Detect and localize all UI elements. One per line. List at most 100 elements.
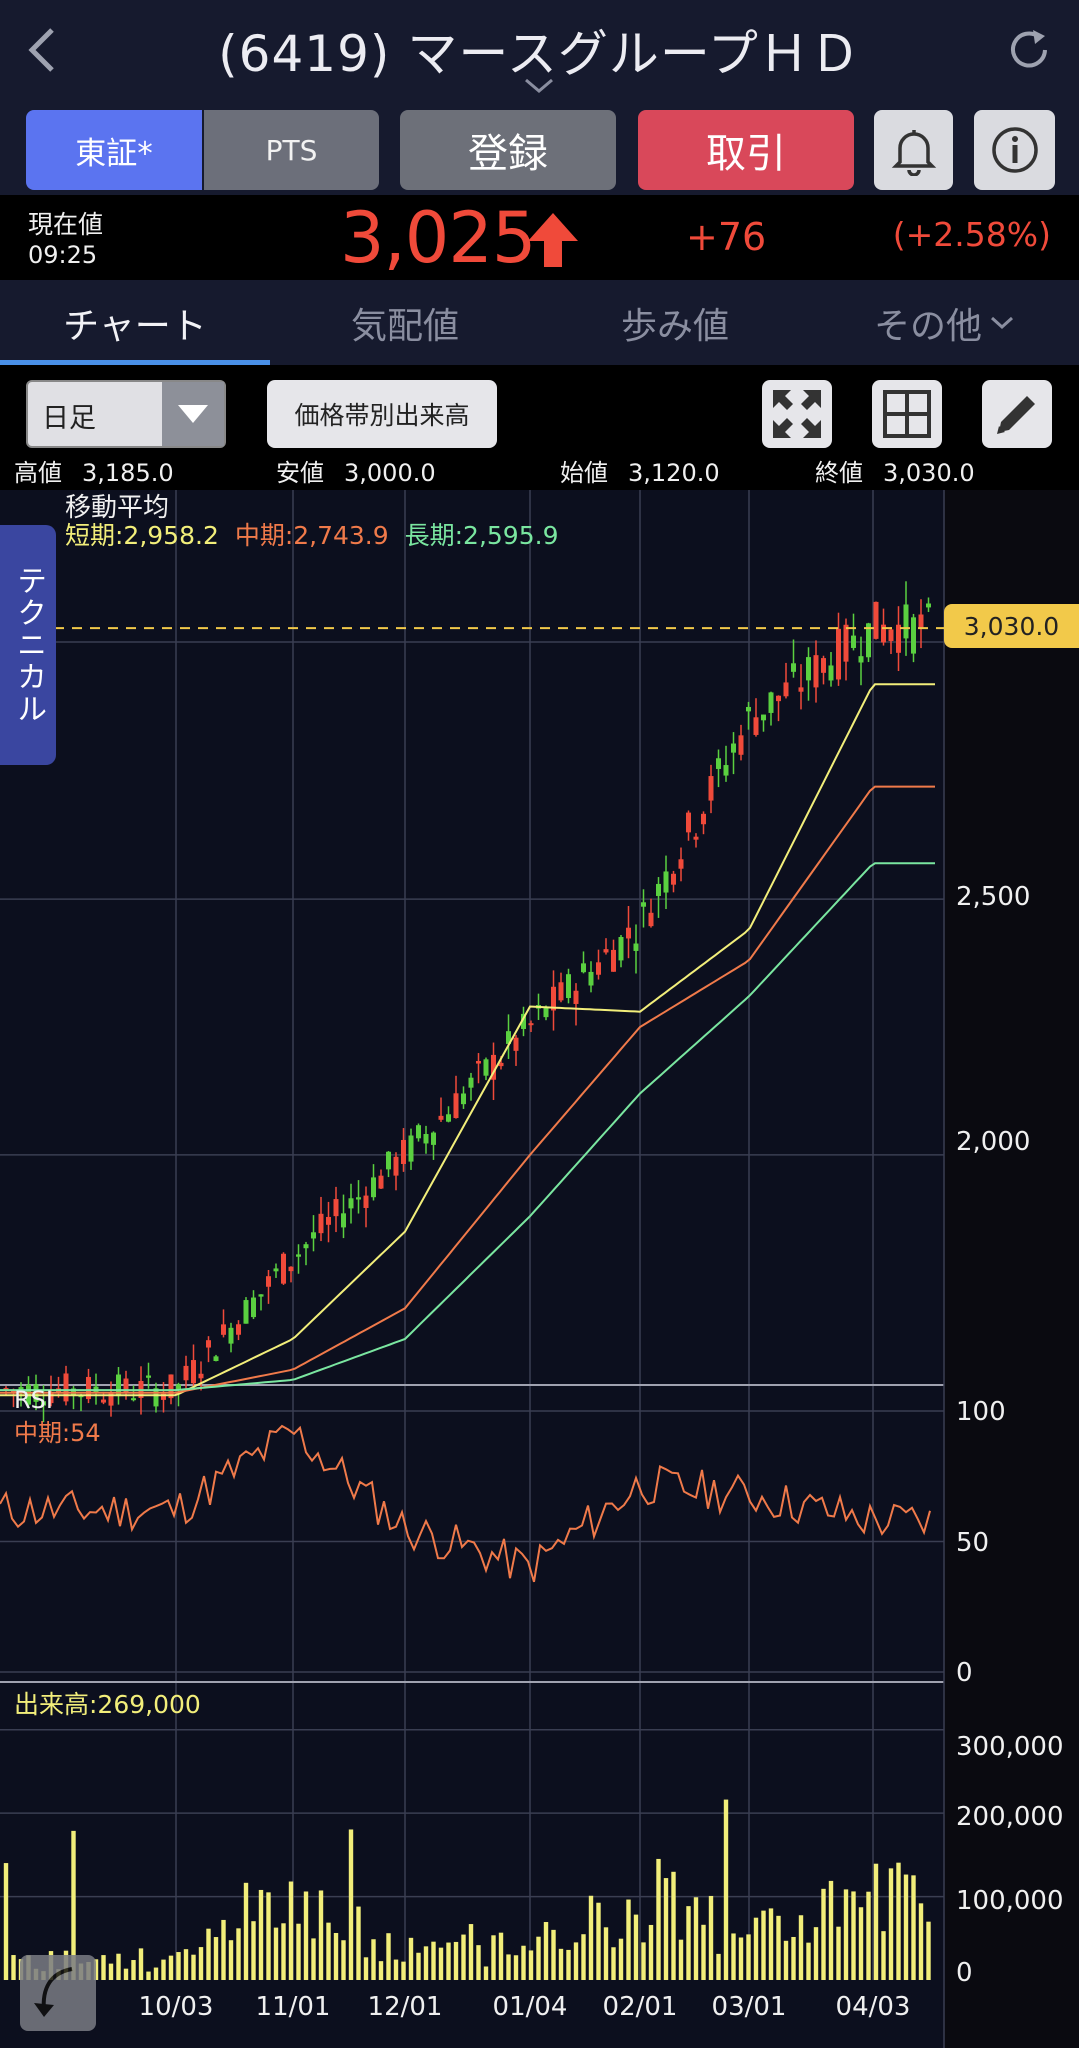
market-pts-button[interactable]: PTS: [204, 110, 379, 190]
back-icon[interactable]: [18, 22, 68, 78]
volume-bar: [798, 1915, 804, 1980]
volume-bar: [791, 1936, 796, 1980]
candle-body: [408, 1135, 414, 1162]
current-price-label: 現在値: [28, 210, 104, 239]
volume-bar: [303, 1891, 309, 1980]
current-price: 3,025: [340, 197, 536, 279]
x-axis-tick: 03/01: [711, 1992, 787, 2022]
candle-body: [108, 1393, 114, 1406]
volume-bar: [641, 1942, 646, 1980]
candle-body: [566, 974, 571, 999]
volume-bar: [318, 1890, 324, 1980]
price-change: +76: [686, 215, 767, 259]
candle-body: [288, 1266, 294, 1272]
candle-body: [596, 962, 601, 975]
candle-body: [798, 687, 804, 692]
candle-body: [693, 836, 699, 840]
tab-quotes[interactable]: 気配値: [350, 305, 459, 347]
candle-body: [63, 1373, 69, 1402]
candle-body: [843, 624, 849, 662]
chart-background: [0, 490, 944, 2048]
stock-chart[interactable]: [0, 490, 1079, 2048]
volume-bar: [423, 1946, 429, 1980]
x-axis-tick: 10/03: [138, 1992, 214, 2022]
candle-body: [521, 1013, 526, 1029]
candle-body: [483, 1059, 489, 1076]
volume-bar: [288, 1881, 294, 1980]
candle-body: [551, 986, 556, 1011]
high-value: 3,185.0: [82, 459, 174, 487]
candle-body: [431, 1132, 436, 1145]
volume-bar: [153, 1967, 159, 1980]
open-value: 3,120.0: [628, 459, 720, 487]
volume-bar: [116, 1953, 121, 1980]
price-axis-tick: 2,000: [956, 1127, 1031, 1157]
chart-canvas[interactable]: [0, 490, 1079, 2048]
candle-body: [318, 1213, 324, 1234]
candle-body: [393, 1156, 399, 1176]
volume-bar: [588, 1895, 594, 1980]
candle-body: [791, 663, 796, 672]
candle-body: [228, 1327, 234, 1344]
candle-body: [603, 949, 609, 953]
reset-view-button[interactable]: [20, 1955, 96, 2031]
candle-body: [753, 717, 759, 735]
chevron-down-icon[interactable]: [520, 76, 558, 96]
candle-body: [461, 1093, 466, 1105]
volume-bar: [446, 1942, 451, 1980]
refresh-icon[interactable]: [1001, 22, 1057, 78]
volume-by-price-button[interactable]: 価格帯別出来高: [267, 380, 497, 448]
volume-bar: [431, 1941, 436, 1980]
volume-bar: [783, 1940, 789, 1980]
volume-bar: [146, 1971, 151, 1980]
quote-bar: 現在値 09:25 3,025 +76 (+2.58%): [0, 195, 1079, 280]
candle-body: [326, 1216, 331, 1225]
bell-icon[interactable]: [874, 110, 953, 190]
volume-bar: [131, 1960, 136, 1980]
technical-tab-label: テクニカル: [11, 565, 46, 725]
period-value: 日足: [42, 403, 96, 434]
undo-arrow-icon: [34, 1967, 73, 2017]
candle-body: [633, 943, 639, 951]
candle-body: [783, 682, 789, 697]
tab-other[interactable]: その他: [810, 280, 1079, 365]
info-icon[interactable]: [974, 110, 1055, 190]
candle-body: [918, 614, 924, 628]
candle-body: [311, 1232, 316, 1239]
register-button[interactable]: 登録: [400, 110, 616, 190]
volume-bar: [626, 1899, 631, 1980]
candle-body: [746, 706, 751, 712]
volume-bar: [648, 1924, 654, 1980]
volume-bar: [596, 1902, 601, 1980]
candle-body: [588, 971, 594, 986]
candle-body: [506, 1031, 511, 1044]
trade-button[interactable]: 取引: [638, 110, 854, 190]
tab-ticks[interactable]: 歩み値: [620, 305, 729, 347]
volume-bar: [363, 1957, 369, 1980]
volume-axis-tick: 0: [956, 1958, 973, 1988]
tab-chart[interactable]: チャート: [63, 305, 207, 347]
period-select[interactable]: 日足: [26, 380, 226, 448]
candle-body: [641, 902, 646, 907]
volume-bar: [633, 1914, 639, 1980]
candle-body: [926, 603, 931, 608]
candle-body: [131, 1398, 136, 1401]
candle-body: [423, 1133, 429, 1144]
fullscreen-icon[interactable]: [762, 380, 832, 448]
technical-tab[interactable]: テクニカル: [0, 525, 56, 765]
volume-bar: [708, 1895, 714, 1980]
page-title[interactable]: (6419) マースグループＨＤ: [218, 25, 861, 83]
candle-body: [453, 1093, 459, 1119]
ohlc-open: 始値 3,120.0: [560, 453, 720, 488]
candle-body: [678, 859, 684, 869]
pencil-icon[interactable]: [982, 380, 1052, 448]
layout-grid-icon[interactable]: [872, 380, 942, 448]
moving-average-title: 移動平均: [65, 493, 170, 523]
rsi-axis-tick: 0: [956, 1658, 973, 1688]
volume-bar: [851, 1891, 856, 1980]
volume-bar: [311, 1938, 316, 1980]
volume-bar: [348, 1829, 354, 1980]
volume-bar: [228, 1940, 234, 1980]
market-tosho-button[interactable]: 東証*: [26, 110, 202, 190]
volume-bar: [266, 1892, 271, 1980]
